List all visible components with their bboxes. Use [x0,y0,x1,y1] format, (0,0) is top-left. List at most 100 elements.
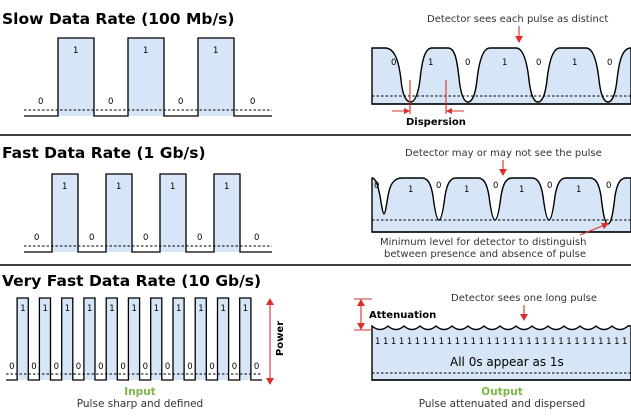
fast-output-bit: 0 [606,181,611,191]
very-fast-output-bit: 1 [463,337,468,347]
very-fast-input-bit: 1 [176,304,181,314]
fast-input-bit: 0 [34,233,39,243]
fast-input-bit: 0 [197,233,202,243]
slow-output-bit: 0 [536,58,541,68]
very-fast-output-bit: 1 [566,337,571,347]
fast-input-bit: 1 [224,182,229,192]
fast-detector-arrowhead [499,169,507,176]
threshold-pointer-arrowhead [601,223,609,229]
very-fast-input-bit: 0 [98,362,103,372]
fast-output-bit: 0 [493,181,498,191]
very-fast-input-pulse-train [6,297,262,381]
very-fast-output-bit: 1 [503,337,508,347]
very-fast-output-bit: 1 [495,337,500,347]
section-title-very-fast: Very Fast Data Rate (10 Gb/s) [2,272,261,290]
output-caption-title: Output [481,386,522,398]
slow-detector-note: Detector sees each pulse as distinct [427,14,608,25]
section-slow: Slow Data Rate (100 Mb/s) 0 1 0 1 0 1 0 … [2,10,631,128]
slow-output-bit: 0 [465,58,470,68]
very-fast-input-bit: 0 [187,362,192,372]
power-label: Power [275,321,286,356]
very-fast-output-bit: 1 [439,337,444,347]
very-fast-input-bit: 0 [54,362,59,372]
slow-input-bit: 0 [250,97,255,107]
slow-input-bit: 1 [143,46,148,56]
very-fast-input-group: 0 1 0 1 0 1 0 1 0 1 0 1 0 1 0 1 0 1 0 1 0 1 0 [6,297,262,381]
very-fast-output-bit: 1 [511,337,516,347]
slow-output-bit: 1 [428,58,433,68]
very-fast-output-bit: 1 [558,337,563,347]
slow-input-bit: 1 [213,46,218,56]
slow-output-bit: 1 [502,58,507,68]
slow-input-bit: 0 [108,97,113,107]
very-fast-detector-note: Detector sees one long pulse [451,293,597,304]
fast-input-bit: 0 [254,233,259,243]
input-caption-title: Input [124,386,155,398]
fast-input-bit: 0 [143,233,148,243]
very-fast-output-bit: 1 [534,337,539,347]
very-fast-output-bit: 1 [518,337,523,347]
slow-detector-arrowhead [515,36,523,43]
very-fast-output-bit: 1 [399,337,404,347]
dispersion-left-arrowhead [404,108,410,114]
very-fast-input-bit: 1 [109,304,114,314]
very-fast-output-bit: 1 [447,337,452,347]
fast-input-bit: 1 [170,182,175,192]
section-fast: Fast Data Rate (1 Gb/s) 0 1 0 1 0 1 0 1 … [2,144,631,260]
slow-input-bit: 1 [73,46,78,56]
power-arrowhead-top [266,298,274,305]
very-fast-output-bit: 1 [415,337,420,347]
fast-output-bit: 1 [408,185,413,195]
very-fast-input-bit: 0 [232,362,237,372]
very-fast-detector-arrowhead [520,314,528,321]
very-fast-input-bit: 1 [65,304,70,314]
slow-input-pulse-train [24,37,272,117]
fast-input-pulse-train [24,173,272,253]
section-title-fast: Fast Data Rate (1 Gb/s) [2,144,206,162]
very-fast-output-caption: All 0s appear as 1s [450,355,564,369]
slow-input-bit: 0 [38,97,43,107]
very-fast-input-bit: 1 [132,304,137,314]
fast-output-bit: 1 [576,185,581,195]
very-fast-output-signal [371,324,631,381]
fast-detector-note: Detector may or may not see the pulse [405,148,602,159]
very-fast-input-bit: 0 [120,362,125,372]
slow-output-bit: 1 [572,58,577,68]
input-caption-subtitle: Pulse sharp and defined [77,398,203,410]
threshold-note-line2: between presence and absence of pulse [384,249,586,260]
attenuation-arrowhead-top [357,299,365,306]
very-fast-input-bit: 1 [20,304,25,314]
very-fast-output-bit: 1 [598,337,603,347]
very-fast-output-bit: 1 [391,337,396,347]
slow-input-bit: 0 [178,97,183,107]
slow-output-bit: 0 [391,58,396,68]
very-fast-output-bit: 1 [431,337,436,347]
very-fast-output-bit: 1 [375,337,380,347]
very-fast-input-bit: 1 [154,304,159,314]
slow-output-bit: 0 [607,58,612,68]
very-fast-output-bit: 1 [487,337,492,347]
very-fast-output-bit: 1 [479,337,484,347]
very-fast-input-bit: 0 [165,362,170,372]
fast-output-bit: 1 [464,185,469,195]
attenuation-arrowhead-bottom [357,323,365,330]
very-fast-input-bit: 0 [31,362,36,372]
very-fast-output-bit: 1 [542,337,547,347]
very-fast-input-bit: 0 [143,362,148,372]
very-fast-output-bit: 1 [574,337,579,347]
very-fast-input-bit: 1 [221,304,226,314]
very-fast-output-bit: 1 [407,337,412,347]
very-fast-output-bit: 1 [550,337,555,347]
fast-output-bit: 0 [374,181,379,191]
very-fast-input-bit: 0 [209,362,214,372]
very-fast-output-bit: 1 [455,337,460,347]
fast-output-bit: 0 [547,181,552,191]
section-title-slow: Slow Data Rate (100 Mb/s) [2,10,234,28]
very-fast-input-bit: 0 [76,362,81,372]
very-fast-output-bit: 1 [582,337,587,347]
slow-output-signal [371,47,631,105]
very-fast-output-bit: 1 [614,337,619,347]
power-arrowhead-bottom [266,378,274,385]
